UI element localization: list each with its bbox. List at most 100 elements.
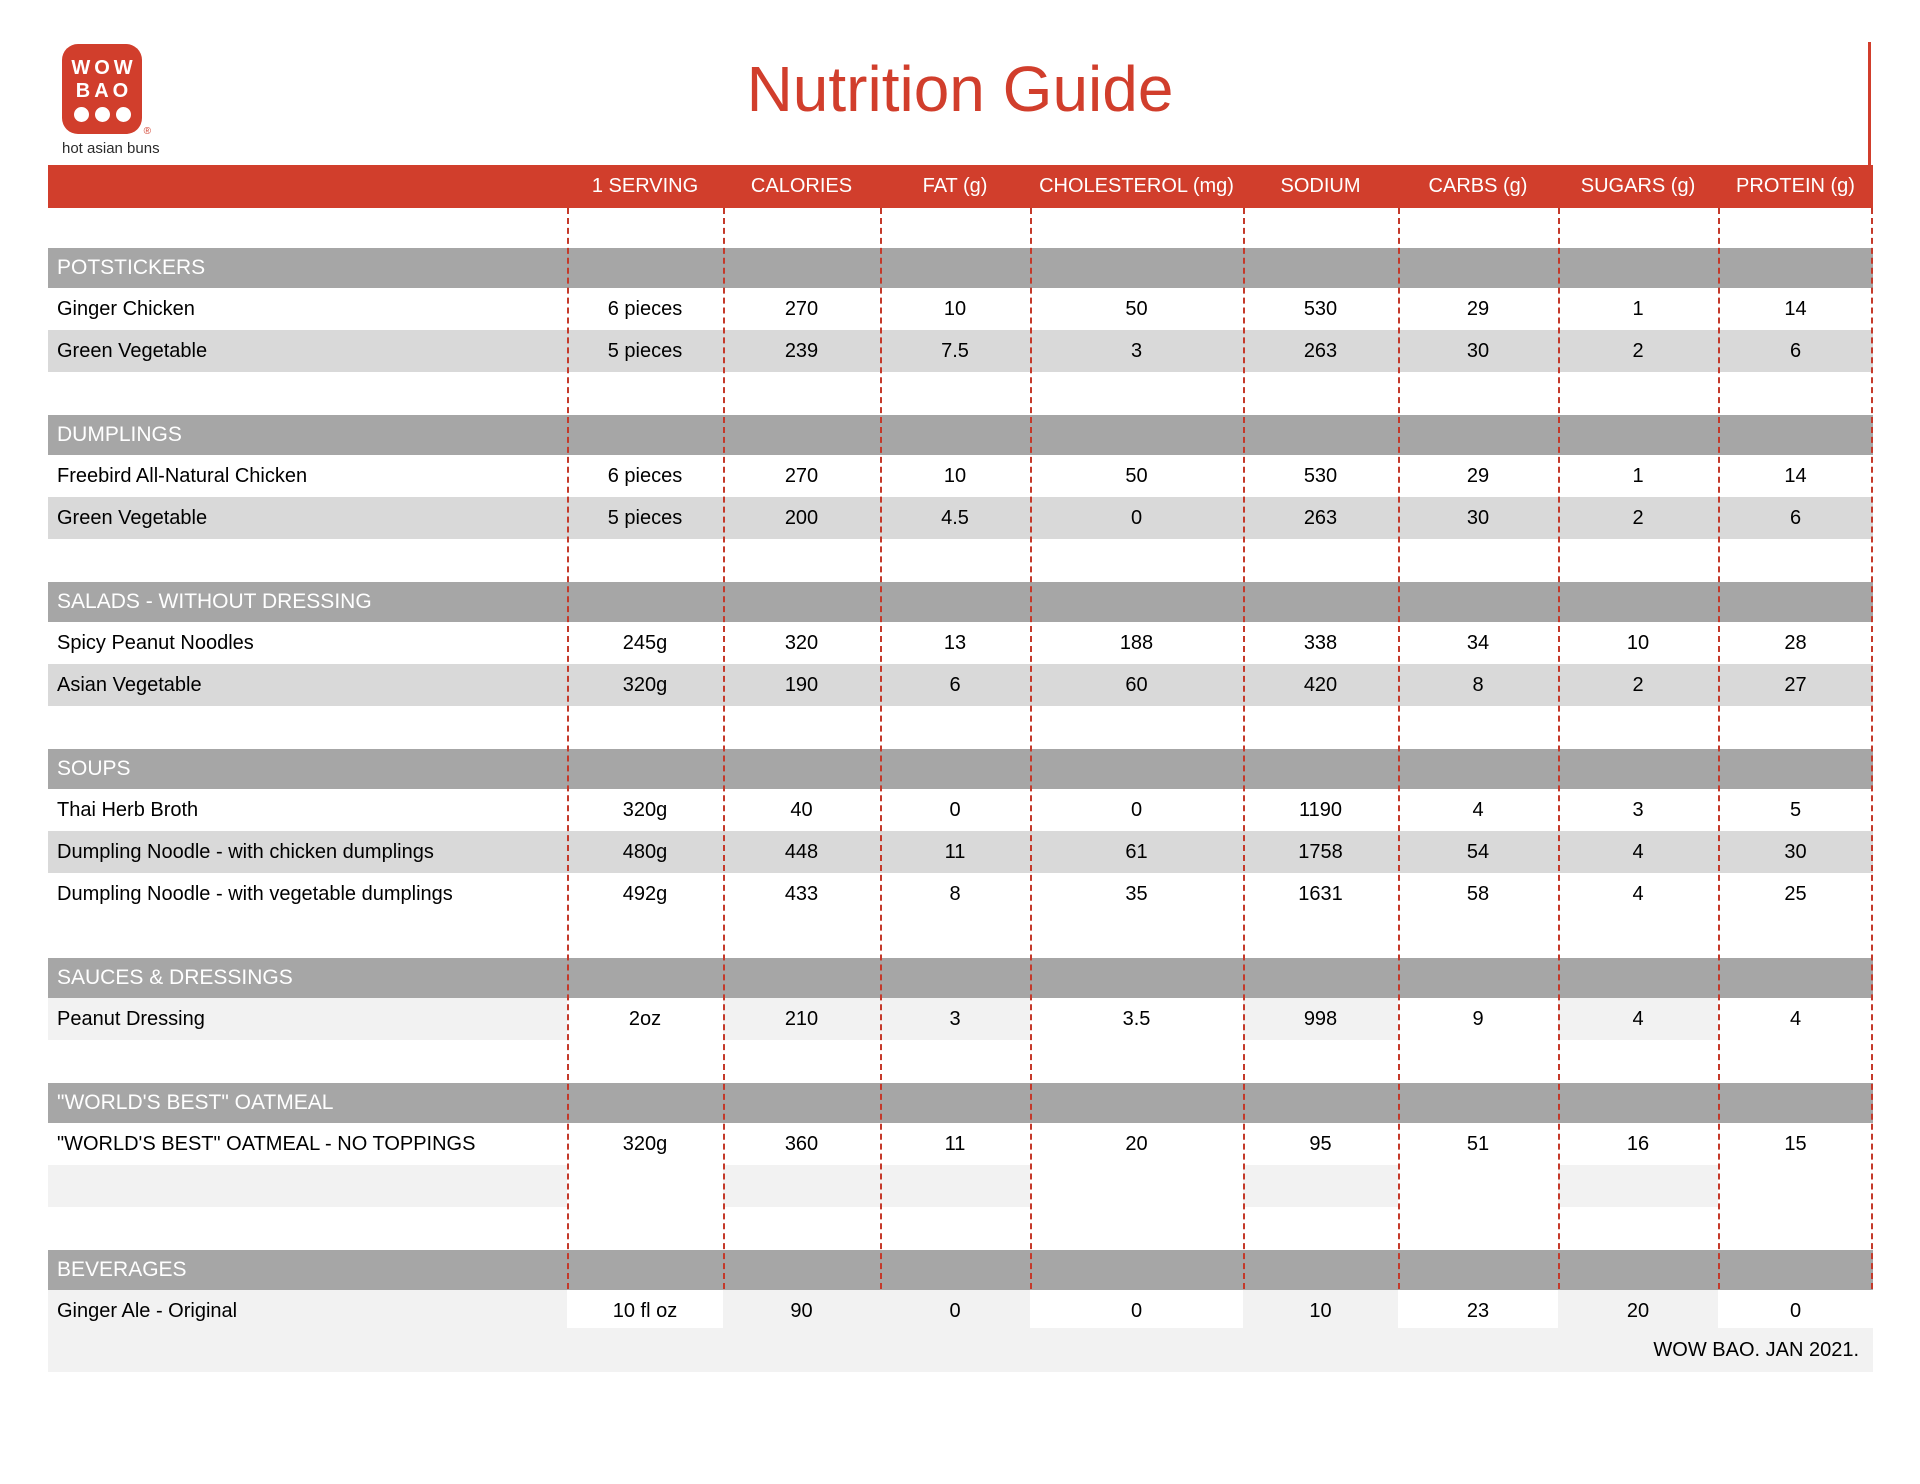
item-value-cell: 14: [1718, 455, 1873, 497]
item-value-cell: 4: [1558, 831, 1718, 873]
nutrition-table: POTSTICKERS Ginger Chicken 6 pieces 270 10 50…: [48, 208, 1873, 1332]
section-header-row: BEVERAGES: [48, 1250, 1873, 1290]
item-row: Freebird All-Natural Chicken 6 pieces 270 1…: [48, 455, 1873, 497]
section-header-row: DUMPLINGS: [48, 415, 1873, 455]
item-value-cell: 8: [880, 873, 1030, 915]
item-value-cell: 3: [1030, 330, 1243, 372]
item-name-cell: "WORLD'S BEST" OATMEAL - NO TOPPINGS: [48, 1123, 567, 1165]
item-value-cell: 998: [1243, 998, 1398, 1040]
item-value-cell: 3: [880, 998, 1030, 1040]
item-value-cell: 10 fl oz: [567, 1290, 723, 1332]
item-name-cell: Asian Vegetable: [48, 664, 567, 706]
item-value-cell: 90: [723, 1290, 880, 1332]
item-name-cell: Freebird All-Natural Chicken: [48, 455, 567, 497]
item-value-cell: [1558, 1165, 1718, 1207]
column-divider-dashed-line: [567, 208, 569, 1289]
item-row: "WORLD'S BEST" OATMEAL - NO TOPPINGS 320g…: [48, 1123, 1873, 1165]
item-row: Spicy Peanut Noodles 245g 320 13 188 338 34 10 2…: [48, 622, 1873, 664]
item-value-cell: 210: [723, 998, 880, 1040]
item-value-cell: 448: [723, 831, 880, 873]
item-value-cell: 3.5: [1030, 998, 1243, 1040]
item-value-cell: [1030, 1165, 1243, 1207]
item-value-cell: 29: [1398, 455, 1558, 497]
item-value-cell: 1631: [1243, 873, 1398, 915]
item-value-cell: 1190: [1243, 789, 1398, 831]
item-value-cell: 7.5: [880, 330, 1030, 372]
item-row: Dumpling Noodle - with chicken dumplings…: [48, 831, 1873, 873]
item-value-cell: 2: [1558, 330, 1718, 372]
section-title: POTSTICKERS: [57, 256, 206, 279]
item-row: [48, 1165, 1873, 1207]
column-divider-dashed-line: [1718, 208, 1720, 1289]
item-value-cell: [1398, 1165, 1558, 1207]
item-name-cell: Ginger Chicken: [48, 288, 567, 330]
column-divider-dashed-line: [1398, 208, 1400, 1289]
item-value-cell: 25: [1718, 873, 1873, 915]
item-value-cell: 4: [1718, 998, 1873, 1040]
spacer-row: [48, 706, 1873, 749]
item-value-cell: [1243, 1165, 1398, 1207]
item-value-cell: 1758: [1243, 831, 1398, 873]
item-value-cell: 30: [1398, 330, 1558, 372]
item-row: Ginger Ale - Original 10 fl oz 90 0 0 10 23 20 0: [48, 1290, 1873, 1332]
item-value-cell: 320: [723, 622, 880, 664]
item-value-cell: [567, 1165, 723, 1207]
header-cell-carbs-g: CARBS (g): [1428, 175, 1528, 197]
item-value-cell: 51: [1398, 1123, 1558, 1165]
logo-dot-icon: [94, 106, 110, 122]
item-value-cell: 58: [1398, 873, 1558, 915]
logo-dot-icon: [73, 106, 89, 122]
item-value-cell: 5 pieces: [567, 330, 723, 372]
item-value-cell: 0: [880, 1290, 1030, 1332]
item-value-cell: [723, 1165, 880, 1207]
item-value-cell: 20: [1558, 1290, 1718, 1332]
section-header-row: SOUPS: [48, 749, 1873, 789]
brand-tagline: hot asian buns: [62, 140, 160, 157]
item-name-cell: [48, 1165, 567, 1207]
item-value-cell: 8: [1398, 664, 1558, 706]
item-value-cell: 530: [1243, 288, 1398, 330]
item-value-cell: 263: [1243, 497, 1398, 539]
item-value-cell: 2: [1558, 497, 1718, 539]
header-cell-cholesterol-mg: CHOLESTEROL (mg): [1039, 175, 1234, 197]
item-value-cell: 30: [1398, 497, 1558, 539]
item-name-cell: Ginger Ale - Original: [48, 1290, 567, 1332]
header-cell-fat-g: FAT (g): [922, 175, 988, 197]
item-value-cell: 4: [1558, 998, 1718, 1040]
registered-trademark-mark: ®: [143, 126, 151, 137]
item-value-cell: 16: [1558, 1123, 1718, 1165]
item-value-cell: 2: [1558, 664, 1718, 706]
item-value-cell: 320g: [567, 789, 723, 831]
item-value-cell: 10: [880, 455, 1030, 497]
item-value-cell: 338: [1243, 622, 1398, 664]
item-value-cell: 0: [880, 789, 1030, 831]
section-title: SOUPS: [57, 757, 131, 780]
item-value-cell: 0: [1718, 1290, 1873, 1332]
item-value-cell: 270: [723, 455, 880, 497]
column-divider-dashed-line: [1871, 208, 1873, 1289]
item-value-cell: 480g: [567, 831, 723, 873]
footer-bar: WOW BAO. JAN 2021.: [48, 1328, 1873, 1372]
top-right-rule: [1868, 42, 1871, 166]
item-value-cell: 530: [1243, 455, 1398, 497]
item-name-cell: Spicy Peanut Noodles: [48, 622, 567, 664]
item-value-cell: 27: [1718, 664, 1873, 706]
spacer-row: [48, 372, 1873, 415]
column-divider-dashed-line: [1243, 208, 1245, 1289]
item-name-cell: Green Vegetable: [48, 330, 567, 372]
item-value-cell: 28: [1718, 622, 1873, 664]
item-value-cell: 6 pieces: [567, 288, 723, 330]
item-value-cell: 61: [1030, 831, 1243, 873]
item-value-cell: 50: [1030, 288, 1243, 330]
item-value-cell: 245g: [567, 622, 723, 664]
item-value-cell: 60: [1030, 664, 1243, 706]
section-header-row: POTSTICKERS: [48, 248, 1873, 288]
item-value-cell: 2oz: [567, 998, 723, 1040]
item-value-cell: 420: [1243, 664, 1398, 706]
item-value-cell: 10: [1243, 1290, 1398, 1332]
column-divider-dashed-line: [723, 208, 725, 1289]
logo-word-wow: WOW: [71, 56, 137, 79]
item-value-cell: 40: [723, 789, 880, 831]
item-value-cell: [880, 1165, 1030, 1207]
